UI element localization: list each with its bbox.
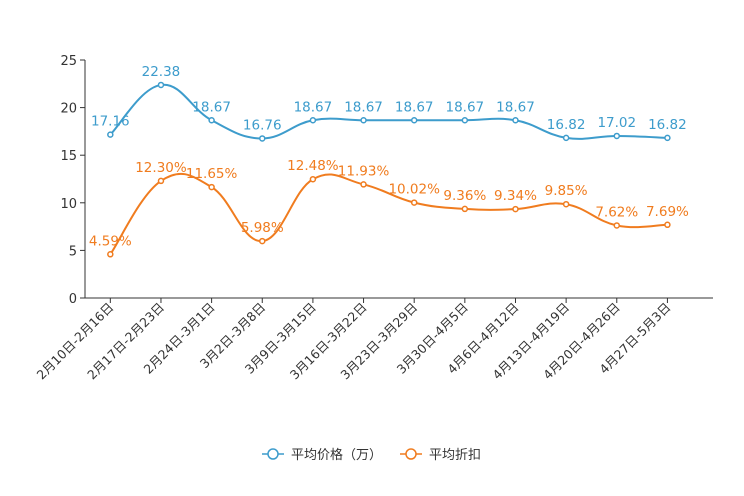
y-tick-label: 15 (60, 149, 77, 164)
data-point (664, 221, 671, 229)
data-label: 17.16 (91, 114, 130, 130)
data-point (360, 117, 367, 124)
data-label: 9.85% (545, 183, 588, 199)
data-point (410, 117, 418, 124)
data-label: 7.69% (646, 204, 689, 220)
data-label: 9.34% (494, 188, 537, 204)
legend-label: 平均价格（万） (291, 447, 382, 463)
data-point (360, 181, 367, 188)
y-tick-label: 0 (69, 292, 77, 307)
data-label: 12.30% (135, 160, 187, 176)
data-point (309, 175, 317, 183)
data-label: 11.65% (186, 166, 238, 182)
data-label: 18.67 (395, 99, 434, 115)
data-label: 18.67 (344, 99, 383, 115)
data-point (512, 205, 519, 213)
data-label: 17.02 (597, 115, 636, 131)
series-0: 17.16 22.38 18.67 16.76 18.67 18.67 18.67 18.67… (91, 64, 687, 142)
data-point (208, 117, 215, 124)
data-point (562, 134, 570, 142)
legend-marker-icon (405, 448, 417, 460)
data-point (613, 132, 621, 140)
data-label: 18.67 (496, 99, 535, 115)
y-tick-label: 20 (60, 102, 77, 117)
data-label: 22.38 (142, 64, 181, 80)
data-label: 4.59% (89, 233, 132, 249)
data-label: 18.67 (294, 99, 333, 115)
data-point (259, 237, 266, 245)
y-tick-label: 5 (69, 244, 77, 259)
data-point (309, 117, 317, 124)
data-point (259, 135, 266, 142)
data-point (613, 222, 621, 229)
y-tick-label: 25 (60, 54, 77, 69)
data-label: 10.02% (388, 182, 440, 198)
data-label: 18.67 (446, 99, 485, 115)
data-point (562, 200, 570, 208)
data-label: 7.62% (595, 204, 638, 220)
data-label: 18.67 (192, 99, 231, 115)
series-layer: 17.16 22.38 18.67 16.76 18.67 18.67 18.67 18.67… (89, 64, 689, 258)
data-label: 16.76 (243, 117, 282, 133)
data-point (107, 131, 114, 138)
legend-item: 平均折扣 (400, 448, 481, 463)
legend-item: 平均价格（万） (262, 447, 382, 463)
legend-label: 平均折扣 (429, 448, 481, 463)
data-point (157, 81, 165, 89)
data-label: 16.82 (547, 117, 586, 133)
data-point (157, 177, 165, 185)
data-point (208, 183, 215, 191)
data-point (107, 251, 114, 258)
series-1: 4.59% 12.30% 11.65% 5.98% 12.48% 11.93% 10.02%… (89, 158, 689, 258)
data-point (410, 199, 418, 206)
y-tick-label: 10 (60, 197, 77, 212)
data-point (461, 205, 469, 213)
data-label: 11.93% (338, 163, 390, 179)
data-label: 16.82 (648, 117, 687, 133)
data-point (664, 134, 671, 142)
data-label: 9.36% (443, 188, 486, 204)
data-label: 12.48% (287, 158, 339, 174)
data-label: 5.98% (241, 220, 284, 236)
data-point (512, 117, 519, 124)
data-point (461, 117, 469, 124)
legend: 平均价格（万） 平均折扣 (262, 447, 481, 463)
legend-marker-icon (267, 448, 279, 460)
